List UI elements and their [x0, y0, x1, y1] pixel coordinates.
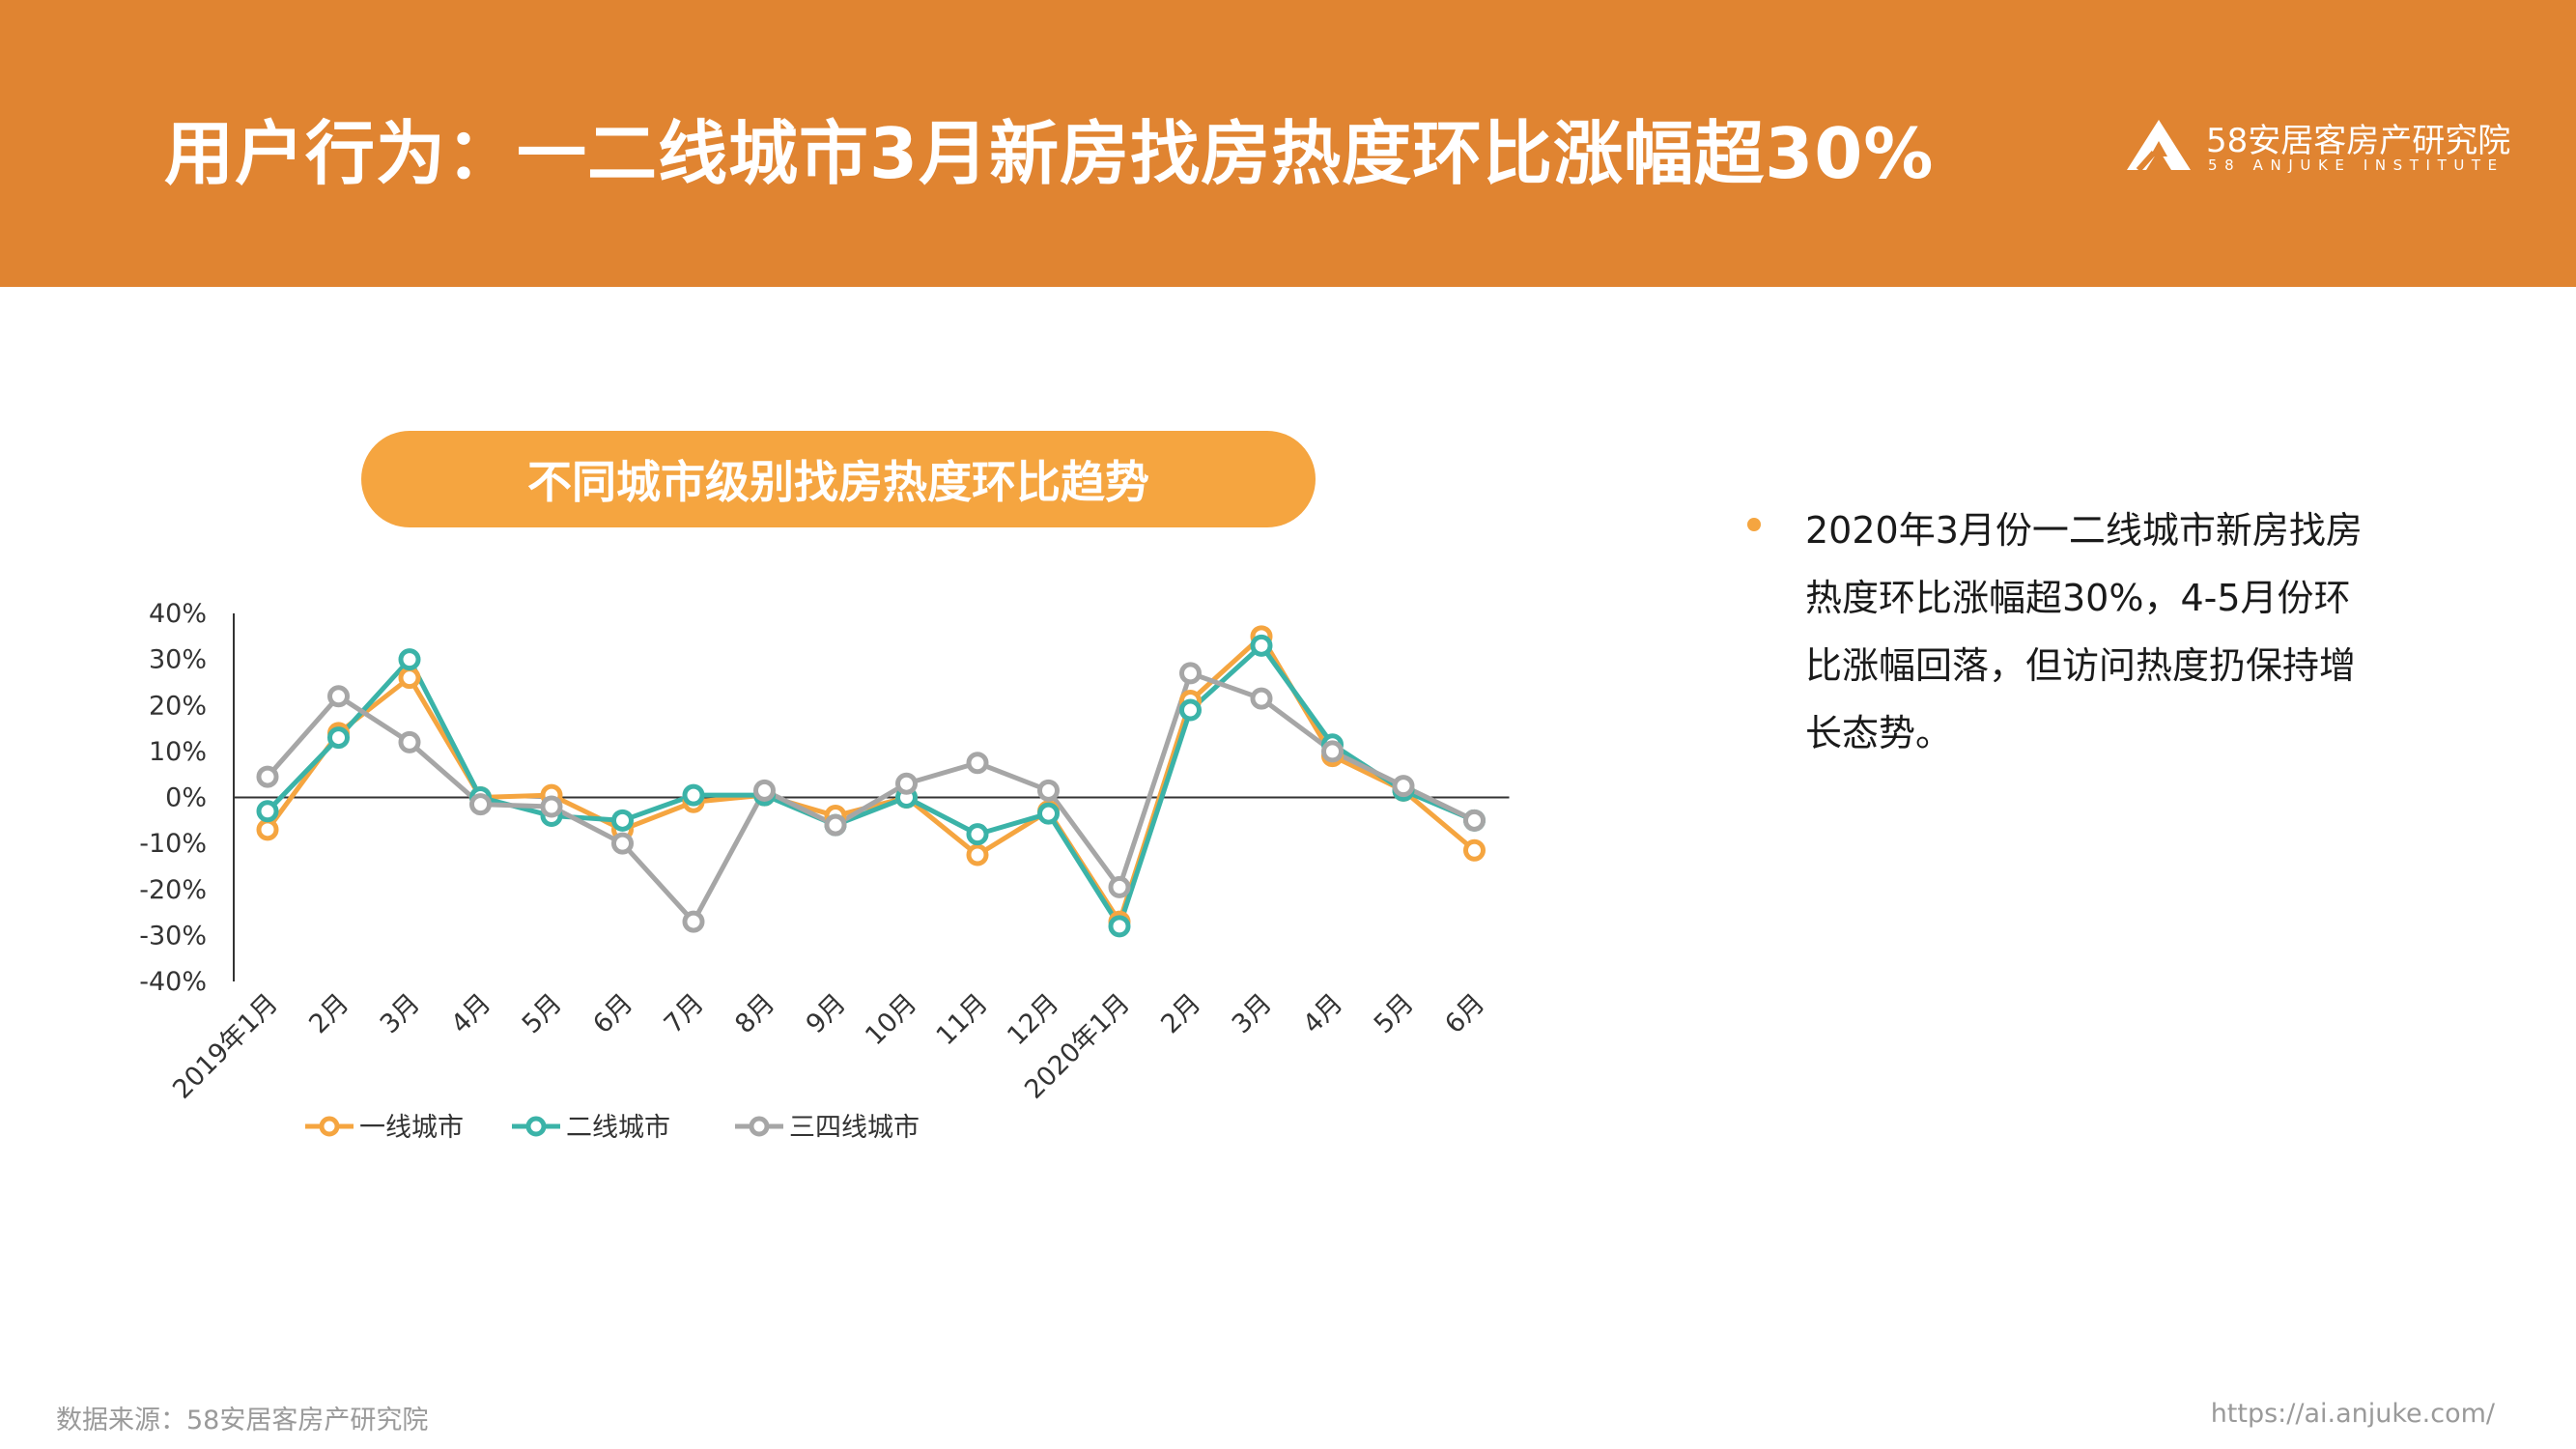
y-tick-label: -10% — [139, 829, 207, 859]
series-3-point — [1108, 875, 1131, 898]
series-1-point — [966, 843, 989, 867]
series-3-point — [1392, 775, 1415, 798]
x-tick-label: 7月 — [659, 988, 710, 1039]
series-3-point — [1250, 687, 1273, 710]
series-3-point — [824, 813, 847, 837]
series-1-point — [398, 667, 421, 690]
legend-label: 二线城市 — [566, 1113, 670, 1143]
header-banner: 用户行为：一二线城市3月新房找房热度环比涨幅超30% 58安居客房产研究院 58… — [0, 0, 2576, 287]
x-tick-label: 10月 — [860, 988, 922, 1051]
x-tick-label: 5月 — [1369, 988, 1420, 1039]
x-tick-label: 2019年1月 — [167, 988, 284, 1105]
x-tick-label: 6月 — [587, 988, 638, 1039]
legend-swatch-marker — [319, 1116, 340, 1137]
series-3-point — [611, 832, 634, 855]
series-1-point — [256, 818, 279, 841]
y-tick-label: -30% — [139, 921, 207, 951]
y-tick-label: 20% — [149, 691, 207, 721]
series-3-point — [1179, 662, 1202, 685]
series-3-point — [1037, 779, 1060, 802]
series-3-point — [398, 730, 421, 753]
series-line-3 — [266, 670, 1476, 924]
x-tick-label: 4月 — [1297, 988, 1348, 1039]
x-tick-label: 8月 — [729, 988, 780, 1039]
series-2-point — [1179, 698, 1202, 722]
bullet-text: 2020年3月份一二线城市新房找房热度环比涨幅超30%，4-5月份环比涨幅回落，… — [1805, 509, 2363, 754]
series-2-point — [398, 648, 421, 671]
series-1-point — [1463, 838, 1486, 862]
series-3-point — [540, 795, 563, 818]
series-3-point — [469, 793, 492, 816]
series-2-point — [1108, 915, 1131, 938]
series-3-point — [1463, 809, 1486, 832]
x-tick-label: 6月 — [1439, 988, 1490, 1039]
series-3-point — [895, 772, 918, 795]
series-2-point — [327, 726, 350, 750]
legend-label: 三四线城市 — [789, 1113, 920, 1143]
y-tick-label: 10% — [149, 737, 207, 767]
series-3-point — [682, 910, 705, 933]
chart-title: 不同城市级别找房热度环比趋势 — [361, 431, 1316, 527]
series-2-point — [1250, 634, 1273, 657]
x-tick-label: 5月 — [517, 988, 568, 1039]
y-tick-label: 30% — [149, 645, 207, 675]
series-2-point — [256, 800, 279, 823]
y-tick-label: -20% — [139, 875, 207, 905]
series-2-point — [966, 823, 989, 846]
series-3-point — [327, 685, 350, 708]
logo-chinese-text: 58安居客房产研究院 — [2206, 122, 2511, 160]
anjuke-logo-icon — [2127, 120, 2191, 172]
x-tick-label: 9月 — [801, 988, 852, 1039]
series-2-point — [682, 783, 705, 807]
x-tick-label: 12月 — [1002, 988, 1064, 1051]
legend-swatch-marker — [525, 1116, 547, 1137]
brand-logo: 58安居客房产研究院 58 ANJUKE INSTITUTE — [2125, 114, 2531, 182]
series-3-point — [753, 779, 776, 802]
logo-english-text: 58 ANJUKE INSTITUTE — [2208, 156, 2505, 174]
y-tick-label: 40% — [149, 599, 207, 629]
x-tick-label: 3月 — [1227, 988, 1278, 1039]
data-source: 数据来源：58安居客房产研究院 — [56, 1406, 429, 1435]
series-3-point — [256, 765, 279, 788]
series-3-point — [966, 752, 989, 775]
x-tick-label: 3月 — [375, 988, 426, 1039]
x-tick-label: 11月 — [931, 988, 994, 1051]
legend-swatch-marker — [749, 1116, 770, 1137]
series-2-point — [1037, 802, 1060, 825]
x-tick-label: 2月 — [1155, 988, 1206, 1039]
y-tick-label: 0% — [165, 783, 207, 813]
page-title: 用户行为：一二线城市3月新房找房热度环比涨幅超30% — [164, 113, 1935, 194]
x-tick-label: 2月 — [303, 988, 354, 1039]
y-tick-label: -40% — [139, 967, 207, 997]
legend-label: 一线城市 — [359, 1113, 464, 1143]
website-url[interactable]: https://ai.anjuke.com/ — [2210, 1399, 2495, 1429]
x-tick-label: 4月 — [445, 988, 496, 1039]
series-3-point — [1321, 740, 1344, 763]
series-line-2 — [266, 642, 1476, 929]
series-2-point — [611, 809, 634, 832]
bullet-dot — [1747, 518, 1761, 531]
